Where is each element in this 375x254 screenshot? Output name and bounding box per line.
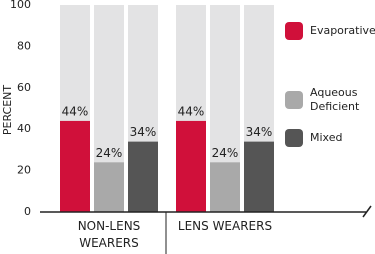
x-tick-label: NON-LENS WEARERS [77, 219, 141, 250]
value-label: 34% [246, 125, 273, 139]
legend-swatch [285, 91, 303, 109]
y-tick-label: 40 [17, 122, 31, 135]
value-label: 44% [178, 104, 205, 118]
y-tick-label: 20 [17, 164, 31, 177]
legend-label: Aqueous Deficient [310, 86, 360, 113]
bar [176, 120, 206, 212]
bar [128, 141, 158, 212]
bar [244, 141, 274, 212]
value-label: 24% [212, 146, 239, 160]
y-tick-label: 0 [24, 205, 31, 218]
legend-label: Mixed [310, 131, 343, 144]
value-label: 44% [62, 104, 89, 118]
x-tick-label: LENS WEARERS [177, 219, 273, 233]
y-tick-label: 60 [17, 81, 31, 94]
y-tick-label: 80 [17, 39, 31, 52]
legend-swatch [285, 22, 303, 40]
bar [94, 162, 124, 212]
bar [60, 120, 90, 212]
bar [210, 162, 240, 212]
y-axis-label: PERCENT [1, 85, 14, 136]
legend-swatch [285, 129, 303, 147]
y-tick-label: 100 [10, 0, 31, 11]
axis-break [362, 205, 372, 218]
value-label: 34% [130, 125, 157, 139]
value-label: 24% [96, 146, 123, 160]
legend-label: Evaporative [310, 24, 375, 37]
